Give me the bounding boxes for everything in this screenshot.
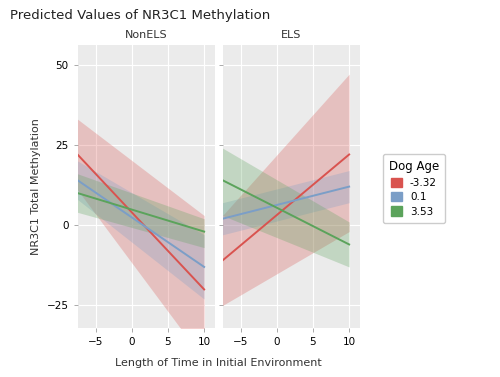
Legend: -3.32, 0.1, 3.53: -3.32, 0.1, 3.53 xyxy=(382,154,446,223)
Text: Predicted Values of NR3C1 Methylation: Predicted Values of NR3C1 Methylation xyxy=(10,9,270,22)
Text: Length of Time in Initial Environment: Length of Time in Initial Environment xyxy=(116,357,322,368)
Y-axis label: NR3C1 Total Methylation: NR3C1 Total Methylation xyxy=(31,118,41,255)
Text: NonELS: NonELS xyxy=(125,31,168,40)
Text: ELS: ELS xyxy=(281,31,301,40)
